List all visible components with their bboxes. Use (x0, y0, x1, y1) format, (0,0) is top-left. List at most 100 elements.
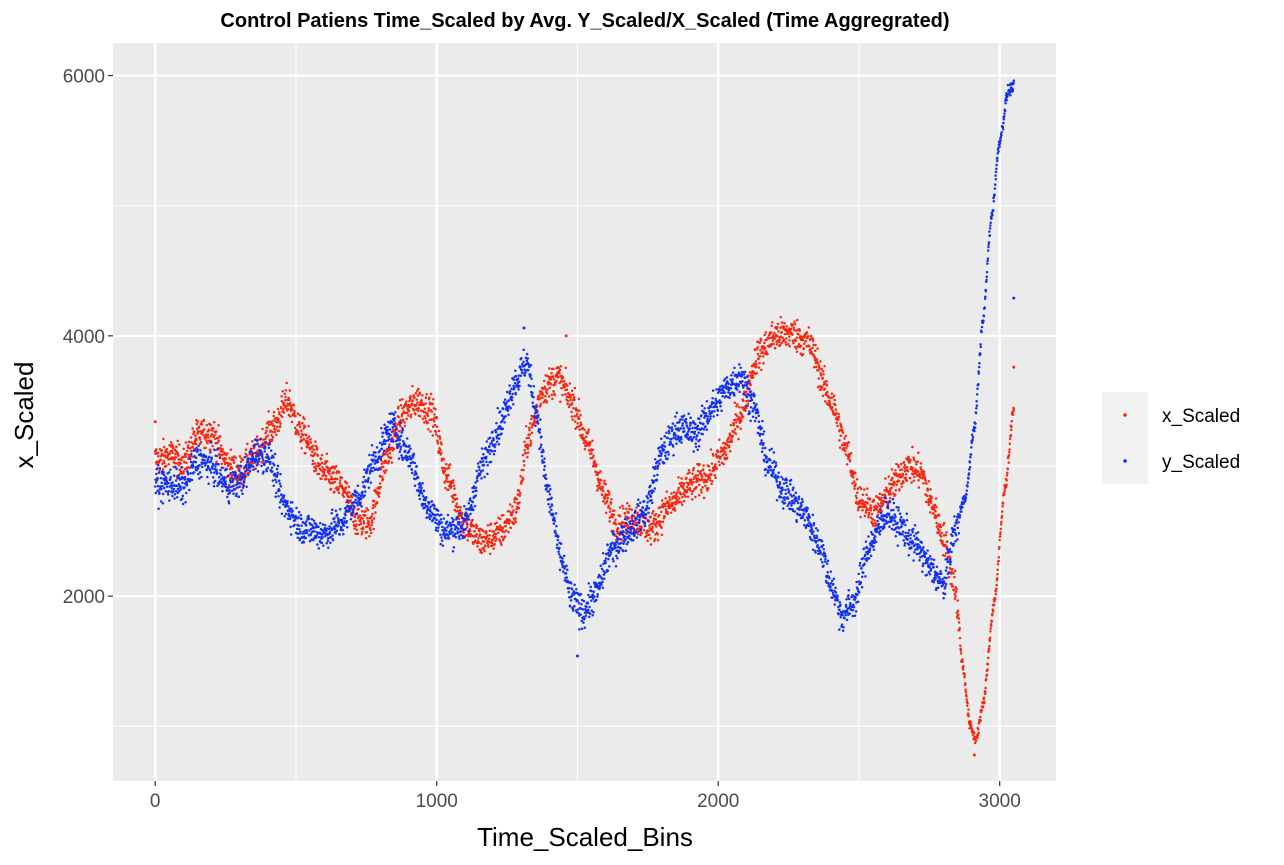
data-point (578, 428, 581, 431)
data-point (576, 422, 579, 425)
data-point (453, 487, 456, 490)
data-point (293, 524, 296, 527)
data-point (216, 471, 219, 474)
data-point (511, 399, 514, 402)
data-point (519, 495, 522, 498)
data-point (680, 501, 683, 504)
data-point (566, 569, 569, 572)
data-point (964, 688, 967, 691)
data-point (499, 518, 502, 521)
data-point (549, 506, 552, 509)
data-point (452, 482, 455, 485)
data-point (590, 452, 593, 455)
data-point (220, 474, 223, 477)
data-point (1000, 528, 1003, 531)
data-point (539, 446, 542, 449)
data-point (373, 500, 376, 503)
data-point (542, 450, 545, 453)
data-point (524, 374, 527, 377)
data-point (700, 491, 703, 494)
data-point (353, 527, 356, 530)
data-point (321, 462, 324, 465)
data-point (338, 471, 341, 474)
data-point (424, 402, 427, 405)
data-point (869, 504, 872, 507)
data-point (378, 467, 381, 470)
data-point (334, 532, 337, 535)
data-point (541, 396, 544, 399)
data-point (314, 462, 317, 465)
data-point (572, 609, 575, 612)
data-point (462, 528, 465, 531)
data-point (444, 470, 447, 473)
data-point (776, 335, 779, 338)
data-point (520, 374, 523, 377)
data-point (874, 522, 877, 525)
data-point (663, 516, 666, 519)
data-point (350, 518, 353, 521)
data-point (672, 445, 675, 448)
data-point (568, 406, 571, 409)
data-point (262, 459, 265, 462)
data-point (578, 398, 581, 401)
data-point (321, 536, 324, 539)
data-point (615, 555, 618, 558)
data-point (592, 448, 595, 451)
data-point (348, 485, 351, 488)
data-point (610, 544, 613, 547)
data-point (179, 462, 182, 465)
data-point (941, 540, 944, 543)
data-point (664, 497, 667, 500)
data-point (587, 609, 590, 612)
data-point (440, 514, 443, 517)
data-point (683, 415, 686, 418)
data-point (167, 482, 170, 485)
data-point (683, 482, 686, 485)
data-point (635, 506, 638, 509)
data-point (759, 355, 762, 358)
data-point (1008, 451, 1011, 454)
data-point (320, 458, 323, 461)
data-point (203, 428, 206, 431)
data-point (929, 502, 932, 505)
data-point (846, 463, 849, 466)
data-point (552, 375, 555, 378)
data-point (542, 393, 545, 396)
data-point (475, 486, 478, 489)
data-point (499, 410, 502, 413)
data-point (461, 514, 464, 517)
data-point (400, 446, 403, 449)
data-point (1004, 490, 1007, 493)
data-point (251, 440, 254, 443)
data-point (486, 464, 489, 467)
data-point (734, 418, 737, 421)
data-point (923, 473, 926, 476)
data-point (696, 480, 699, 483)
data-point (688, 469, 691, 472)
data-point (954, 595, 957, 598)
data-point (934, 510, 937, 513)
data-point (361, 533, 364, 536)
data-point (356, 492, 359, 495)
data-point (381, 447, 384, 450)
data-point (388, 443, 391, 446)
data-point (212, 427, 215, 430)
data-point (221, 448, 224, 451)
data-point (300, 524, 303, 527)
data-point (855, 497, 858, 500)
data-point (585, 606, 588, 609)
data-point (450, 485, 453, 488)
data-point (759, 349, 762, 352)
data-point (193, 471, 196, 474)
data-point (831, 393, 834, 396)
data-point (508, 384, 511, 387)
data-point (967, 708, 970, 711)
data-point (522, 361, 525, 364)
data-point (566, 388, 569, 391)
data-point (678, 429, 681, 432)
data-point (455, 536, 458, 539)
data-point (664, 454, 667, 457)
data-point (398, 457, 401, 460)
data-point (664, 505, 667, 508)
data-point (184, 476, 187, 479)
